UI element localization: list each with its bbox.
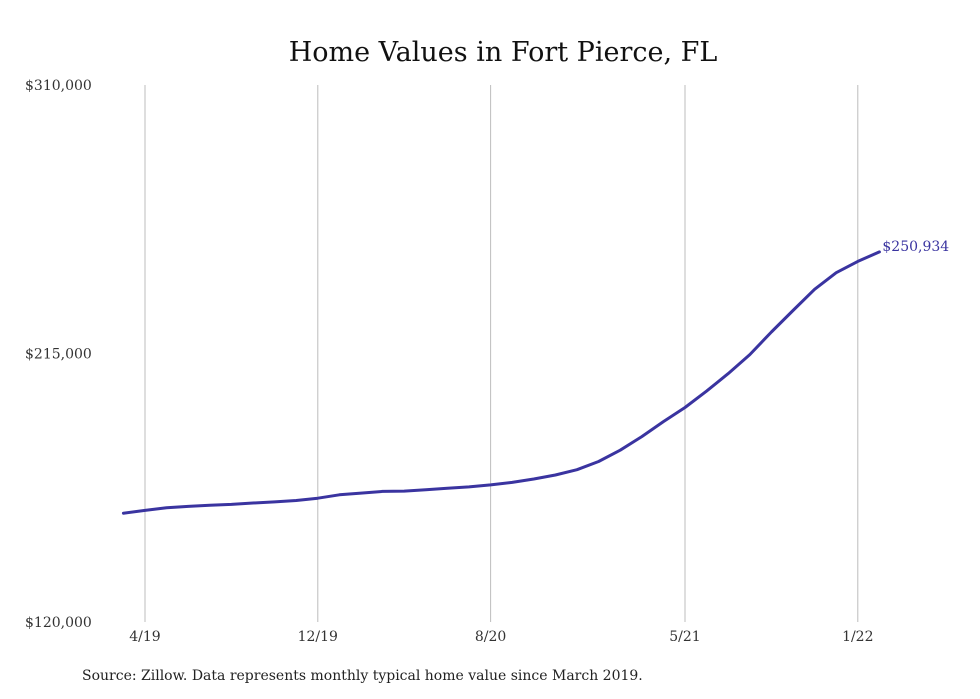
chart-title: Home Values in Fort Pierce, FL	[289, 37, 718, 68]
x-tick-label: 12/19	[298, 629, 338, 645]
x-tick-label: 4/19	[129, 629, 160, 645]
series-line	[121, 250, 881, 515]
x-tick-label: 8/20	[475, 629, 506, 645]
x-axis: 4/19 12/19 8/20 5/21 1/22	[129, 629, 873, 645]
y-tick-label: $215,000	[25, 347, 92, 363]
x-tick-label: 5/21	[669, 629, 700, 645]
y-axis: $310,000 $215,000 $120,000	[25, 78, 92, 631]
line-chart: Home Values in Fort Pierce, FL $310,000$…	[25, 37, 949, 645]
source-note: Source: Zillow. Data represents monthly …	[82, 668, 643, 684]
gridlines	[144, 85, 859, 622]
end-value-label: $250,934	[882, 239, 949, 255]
y-tick-label: $310,000	[25, 78, 92, 94]
series-layer	[121, 250, 881, 515]
y-tick-label: $120,000	[25, 615, 92, 631]
x-tick-label: 1/22	[842, 629, 873, 645]
